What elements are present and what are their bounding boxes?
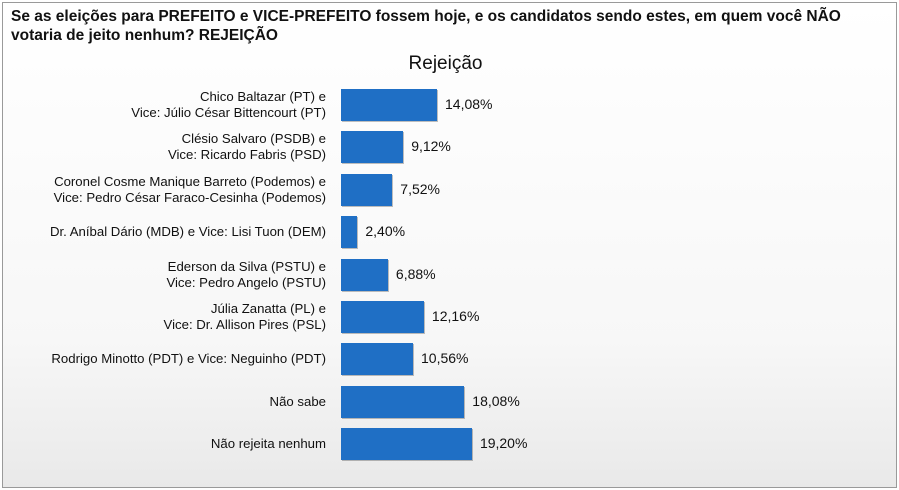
category-label: Clésio Salvaro (PSDB) e Vice: Ricardo Fab… bbox=[0, 131, 326, 163]
bar bbox=[341, 131, 404, 164]
data-label: 12,16% bbox=[431, 308, 480, 324]
bar bbox=[341, 173, 393, 206]
category-label-line: Vice: Pedro Angelo (PSTU) bbox=[166, 274, 326, 290]
category-label-line: Vice: Ricardo Fabris (PSD) bbox=[167, 147, 326, 163]
chart-title: Rejeição bbox=[408, 53, 483, 74]
category-label-line: Chico Baltazar (PT) e bbox=[199, 89, 326, 104]
category-label-line: Dr. Aníbal Dário (MDB) e Vice: Lisi Tuon… bbox=[49, 224, 326, 240]
bar bbox=[341, 385, 465, 418]
category-label-line: Vice: Dr. Allison Pires (PSL) bbox=[163, 317, 326, 332]
category-label: Ederson da Silva (PSTU) e Vice: Pedro Ang… bbox=[0, 259, 326, 291]
bar bbox=[341, 301, 424, 333]
data-label: 14,08% bbox=[445, 96, 493, 112]
category-label: Chico Baltazar (PT) e Vice: Júlio César B… bbox=[0, 89, 326, 121]
category-label: Não rejeita nenhum bbox=[0, 436, 326, 452]
category-label: Coronel Cosme Manique Barreto (Podemos) … bbox=[0, 174, 326, 206]
category-label-line: Ederson da Silva (PSTU) e bbox=[167, 258, 326, 274]
category-label: Rodrigo Minotto (PDT) e Vice: Neguinho (… bbox=[0, 351, 326, 367]
data-label: 10,56% bbox=[421, 350, 469, 367]
category-label-line: Júlia Zanatta (PL) e bbox=[210, 301, 326, 316]
data-label: 18,08% bbox=[472, 392, 520, 409]
data-label: 6,88% bbox=[395, 265, 436, 282]
data-label: 19,20% bbox=[479, 435, 528, 452]
category-label-line: Vice: Júlio César Bittencourt (PT) bbox=[131, 105, 326, 120]
category-label-line: Coronel Cosme Manique Barreto (Podemos) … bbox=[54, 173, 326, 189]
category-label: Dr. Aníbal Dário (MDB) e Vice: Lisi Tuon… bbox=[0, 224, 326, 240]
data-label: 2,40% bbox=[365, 223, 406, 240]
category-label-line: Rodrigo Minotto (PDT) e Vice: Neguinho (… bbox=[51, 351, 326, 367]
bar bbox=[341, 258, 388, 291]
category-label: Júlia Zanatta (PL) e Vice: Dr. Allison Pi… bbox=[0, 301, 326, 333]
bar bbox=[341, 216, 358, 249]
bar bbox=[341, 89, 438, 121]
data-label: 7,52% bbox=[400, 180, 440, 197]
data-label: 9,12% bbox=[411, 138, 451, 155]
bar bbox=[341, 428, 472, 461]
bar bbox=[341, 343, 414, 376]
category-label: Não sabe bbox=[0, 394, 326, 410]
question-text: Se as eleições para PREFEITO e VICE-PREF… bbox=[11, 8, 841, 44]
category-label-line: Vice: Pedro César Faraco-Cesinha (Podemo… bbox=[53, 189, 326, 205]
category-label-line: Clésio Salvaro (PSDB) e bbox=[181, 131, 326, 147]
category-label-line: Não rejeita nenhum bbox=[210, 436, 326, 452]
category-label-line: Não sabe bbox=[269, 393, 326, 409]
